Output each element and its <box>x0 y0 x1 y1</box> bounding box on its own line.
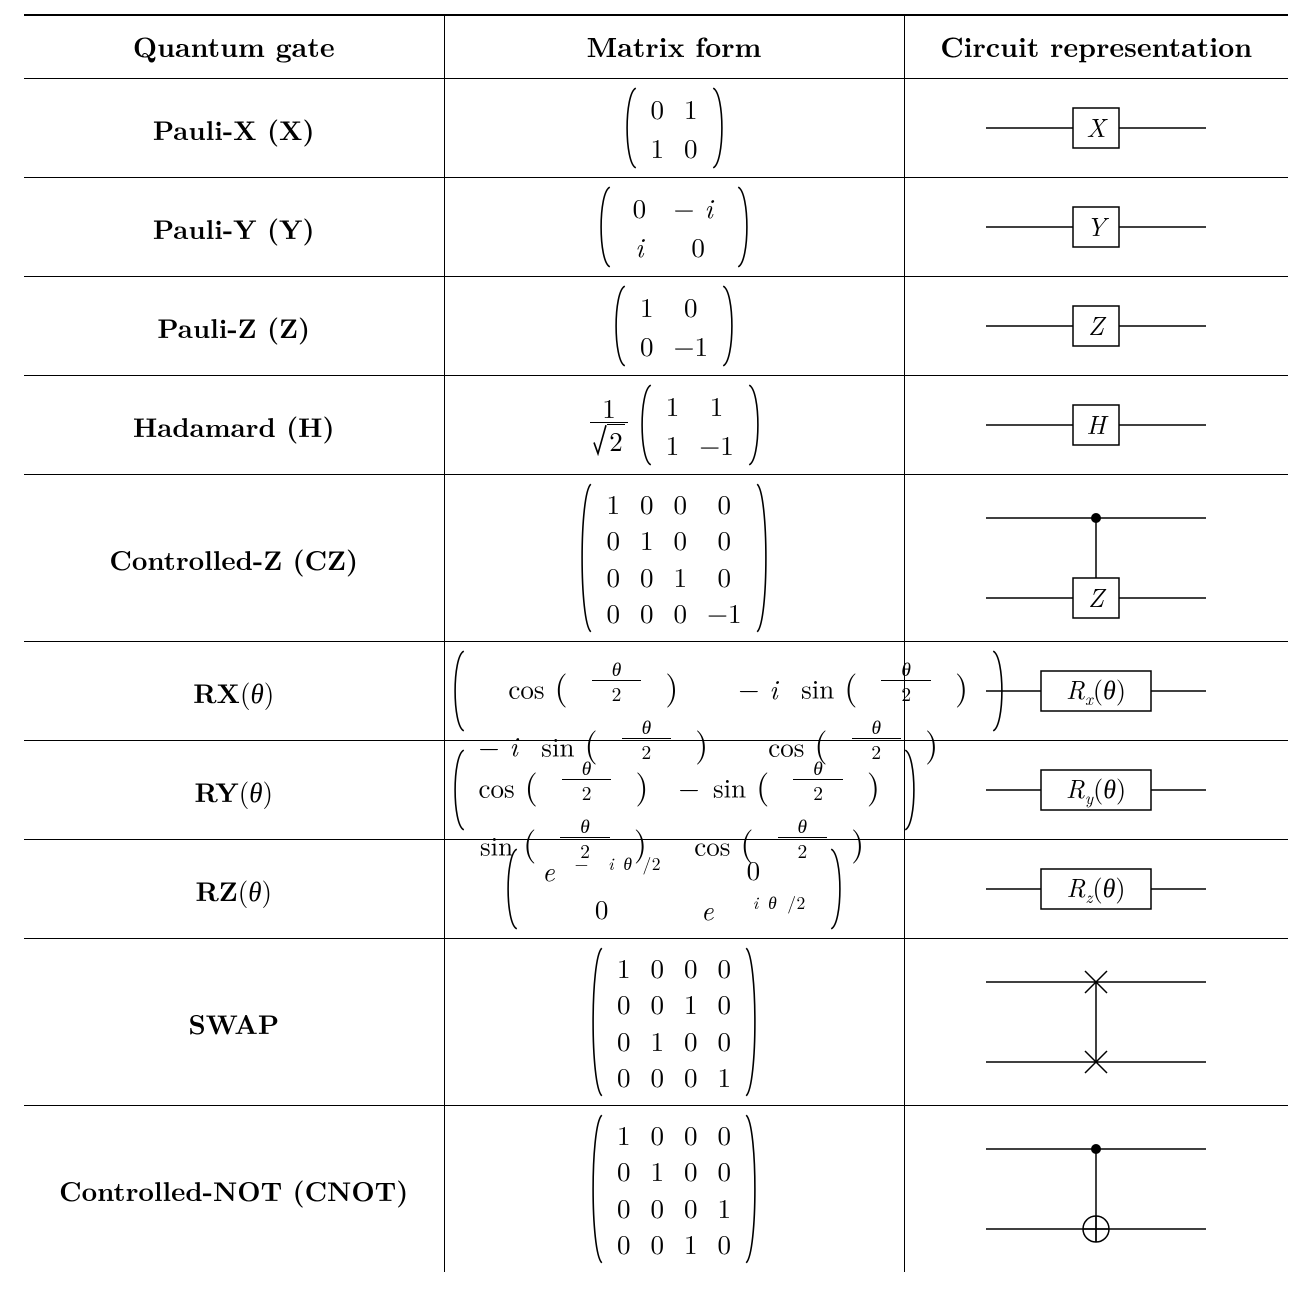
table-header-row: Quantum gate Matrix form Circuit represe… <box>24 15 1288 79</box>
circuit-cell: Y <box>904 178 1288 277</box>
circuit-cell: X <box>904 79 1288 178</box>
col-header-circuit: Circuit representation <box>904 15 1288 79</box>
matrix-cell: 100−1 <box>444 277 904 376</box>
circuit-cell: Ry(θ) <box>904 741 1288 840</box>
circuit-cell: Z <box>904 277 1288 376</box>
gate-name-cell: Pauli-X (X) <box>24 79 444 178</box>
matrix-cell: e− i θ/200e i θ/2 <box>444 840 904 939</box>
table-row: Pauli-Z (Z) 100−1 Z <box>24 277 1288 376</box>
gate-name: Pauli-Z (Z) <box>157 307 310 346</box>
circuit-cell: Z <box>904 475 1288 642</box>
table-row: RZ(θ) e− i θ/200e i θ/2 Rz(θ) <box>24 840 1288 939</box>
svg-text:Ry(θ): Ry(θ) <box>1066 769 1126 809</box>
gate-name: RY(θ) <box>195 771 273 810</box>
table-row: Hadamard (H) 12 111−1 H <box>24 376 1288 475</box>
matrix-cell: cos(θ2)−i sin(θ2)−i sin(θ2)cos(θ2) <box>444 642 904 741</box>
quantum-gates-table: Quantum gate Matrix form Circuit represe… <box>24 14 1288 1272</box>
table-row: RY(θ) cos(θ2)− sin(θ2)sin(θ2)cos(θ2) Ry(… <box>24 741 1288 840</box>
gate-name-cell: Controlled-NOT (CNOT) <box>24 1106 444 1273</box>
table-row: Pauli-Y (Y) 0−ii0 Y <box>24 178 1288 277</box>
gate-name-cell: Pauli-Z (Z) <box>24 277 444 376</box>
gate-name: Controlled-Z (CZ) <box>109 539 358 578</box>
table-body: Pauli-X (X) 0110 X Pauli-Y (Y) 0−ii0 Y P… <box>24 79 1288 1273</box>
quantum-gates-table-page: Quantum gate Matrix form Circuit represe… <box>0 0 1312 1302</box>
col-header-matrix: Matrix form <box>444 15 904 79</box>
table-row: Controlled-NOT (CNOT) 1000010000010010 <box>24 1106 1288 1273</box>
matrix-cell: 100001000010000−1 <box>444 475 904 642</box>
svg-text:X: X <box>1087 108 1109 145</box>
gate-name: Controlled-NOT (CNOT) <box>59 1170 408 1209</box>
matrix-cell: 12 111−1 <box>444 376 904 475</box>
circuit-cell: H <box>904 376 1288 475</box>
gate-name-cell: RZ(θ) <box>24 840 444 939</box>
gate-name-cell: Pauli-Y (Y) <box>24 178 444 277</box>
svg-text:Rz(θ): Rz(θ) <box>1067 868 1126 908</box>
table-row: Pauli-X (X) 0110 X <box>24 79 1288 178</box>
gate-name-cell: Hadamard (H) <box>24 376 444 475</box>
col-header-gate: Quantum gate <box>24 15 444 79</box>
circuit-cell <box>904 939 1288 1106</box>
matrix-cell: 1000010000010010 <box>444 1106 904 1273</box>
svg-text:Rx(θ): Rx(θ) <box>1066 670 1126 710</box>
gate-name-cell: RX(θ) <box>24 642 444 741</box>
gate-name-cell: SWAP <box>24 939 444 1106</box>
gate-name-cell: Controlled-Z (CZ) <box>24 475 444 642</box>
table-row: Controlled-Z (CZ) 100001000010000−1 Z <box>24 475 1288 642</box>
circuit-cell <box>904 1106 1288 1273</box>
gate-name: SWAP <box>188 1003 279 1042</box>
circuit-cell: Rz(θ) <box>904 840 1288 939</box>
table-row: RX(θ) cos(θ2)−i sin(θ2)−i sin(θ2)cos(θ2)… <box>24 642 1288 741</box>
gate-name: Pauli-X (X) <box>153 109 315 148</box>
matrix-cell: 1000001001000001 <box>444 939 904 1106</box>
gate-name: Hadamard (H) <box>133 406 335 445</box>
matrix-cell: 0−ii0 <box>444 178 904 277</box>
gate-name: RZ(θ) <box>195 870 272 909</box>
gate-name-cell: RY(θ) <box>24 741 444 840</box>
gate-name: RX(θ) <box>193 672 274 711</box>
table-row: SWAP 1000001001000001 <box>24 939 1288 1106</box>
gate-name: Pauli-Y (Y) <box>153 208 315 247</box>
matrix-cell: 0110 <box>444 79 904 178</box>
matrix-cell: cos(θ2)− sin(θ2)sin(θ2)cos(θ2) <box>444 741 904 840</box>
